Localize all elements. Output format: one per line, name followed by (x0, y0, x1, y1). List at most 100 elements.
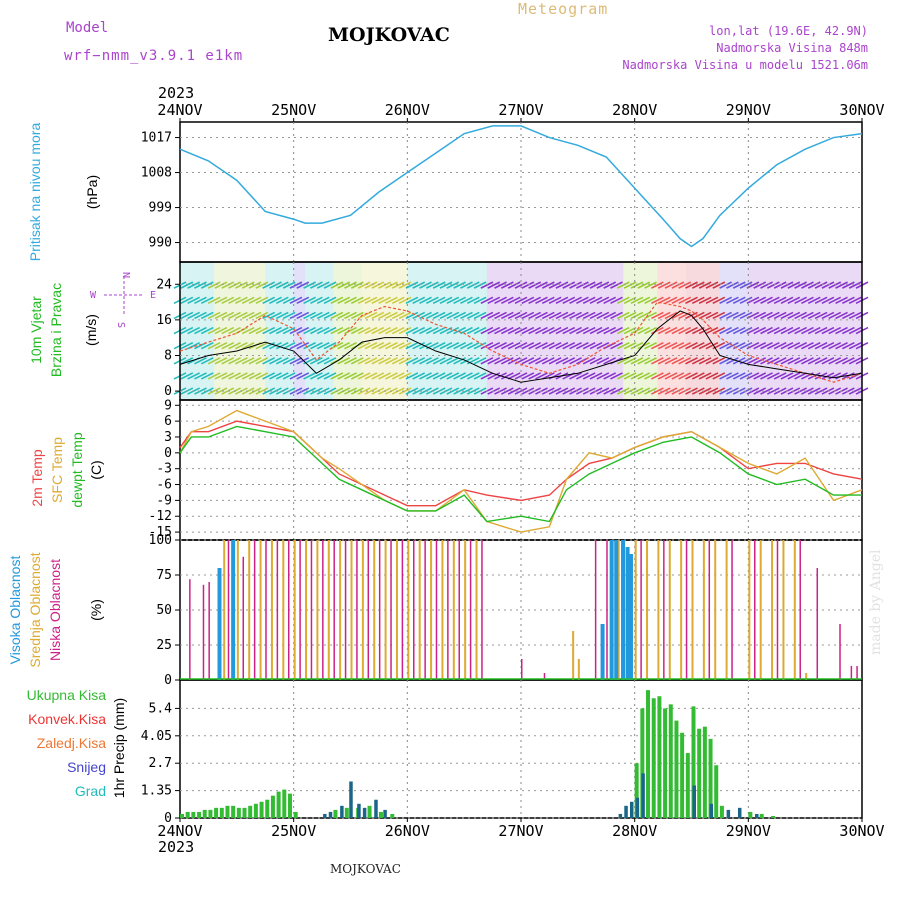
cloud-high-bar (231, 540, 236, 680)
wind-barb (316, 326, 330, 335)
wind-barb (337, 281, 351, 289)
precip-total-bar (646, 690, 651, 818)
wind-barb (664, 357, 678, 365)
wind-barb (255, 296, 269, 304)
cloud-low-bar (310, 540, 313, 680)
wind-barb (432, 357, 446, 365)
wind-barb (671, 326, 685, 335)
wind-barb (582, 372, 596, 380)
wind-barb (432, 311, 446, 320)
wind-barb (637, 372, 651, 380)
wind-barb (828, 296, 842, 304)
wind-barb (807, 357, 821, 365)
wind-barb (275, 296, 289, 304)
cloud-mid-bar (617, 540, 620, 680)
wind-barb (200, 372, 214, 380)
wind-barb (842, 296, 855, 304)
cloud-low-bar (287, 540, 290, 680)
wind-barb (528, 357, 541, 365)
compass-w: W (90, 290, 97, 301)
wind-barb (678, 311, 692, 320)
wind-barb (275, 281, 289, 289)
wind-barb (473, 326, 487, 335)
wind-barb (316, 341, 330, 350)
wind-barb (241, 296, 255, 304)
wind-barb (241, 281, 255, 289)
wind-barb (610, 296, 623, 304)
wind-barb (241, 387, 255, 395)
cloud-high-bar (628, 554, 633, 680)
wind-barb (207, 341, 221, 350)
wind-barb (494, 311, 507, 320)
wind-barb (698, 281, 712, 289)
wind-barb (555, 311, 569, 320)
wind-barb (739, 296, 753, 304)
wind-barb (541, 372, 555, 380)
wind-barb (235, 372, 248, 380)
wind-barb (214, 326, 228, 335)
wind-barb (576, 341, 589, 350)
wind-barb (269, 281, 282, 289)
wind-barb (494, 341, 507, 350)
wind-barb (412, 357, 426, 365)
wind-barb (562, 357, 576, 365)
wind-barb (766, 372, 780, 380)
wind-barb (289, 357, 303, 365)
wind-barb (460, 387, 473, 395)
wind-barb (514, 387, 528, 395)
wind-barb (337, 372, 351, 380)
wind-barb (753, 326, 767, 335)
wind-barb (541, 326, 555, 335)
wind-barb (678, 341, 692, 350)
wind-barb (678, 296, 692, 304)
wind-barb (528, 341, 541, 350)
wind-barb (698, 341, 712, 350)
cloud-low-bar (390, 540, 392, 680)
temp-unit-label: (C) (88, 460, 104, 479)
wind-barb (255, 357, 269, 365)
precip-ytick-label: 5.4 (149, 701, 173, 716)
temperature-ytick-label: 3 (164, 430, 172, 445)
wind-barb (460, 311, 473, 320)
wind-barb (842, 281, 855, 289)
wind-barb (323, 357, 337, 365)
wind-barb (269, 372, 282, 380)
wind-barb (432, 281, 446, 289)
wind-barb (446, 387, 460, 395)
wind-barb (603, 357, 617, 365)
wind-barb (719, 387, 732, 395)
wind-barb (528, 296, 541, 304)
wind-barb (507, 372, 521, 380)
x-bottom-label: 27NOV (498, 822, 543, 840)
wind-barb (842, 357, 855, 365)
wind-barb (766, 326, 780, 335)
wind-barb (303, 372, 316, 380)
precip-total-bar (202, 809, 207, 818)
wind-barb (296, 281, 310, 289)
precip-total-bar (674, 720, 679, 818)
wind-barb (337, 341, 351, 350)
cloud-low-bar (839, 624, 841, 680)
wind-barb (378, 296, 391, 304)
wind-barb (364, 281, 378, 289)
wind-barb (514, 326, 528, 335)
wind-barb (548, 281, 562, 289)
wind-barb (780, 326, 794, 335)
wind-barb (398, 387, 412, 395)
legend-snijeg: Snijeg (67, 759, 106, 775)
wind-barb (514, 296, 528, 304)
precip-total-bar (708, 738, 713, 818)
cloud-low-bar (367, 540, 370, 680)
wind-barb (535, 341, 548, 350)
wind-barb (425, 326, 439, 335)
wind-barb (262, 296, 276, 304)
wind-barb (753, 387, 767, 395)
wind-barb (773, 311, 787, 320)
wind-barb (657, 326, 671, 335)
wind-barb (787, 281, 801, 289)
cloud-mid-bar (350, 540, 353, 680)
compass-s: S (115, 322, 126, 328)
temperature-ytick-label: 6 (164, 414, 172, 429)
wind-barb (350, 281, 364, 289)
model-elevation-label: Nadmorska Visina u modelu 1521.06m (622, 58, 868, 72)
